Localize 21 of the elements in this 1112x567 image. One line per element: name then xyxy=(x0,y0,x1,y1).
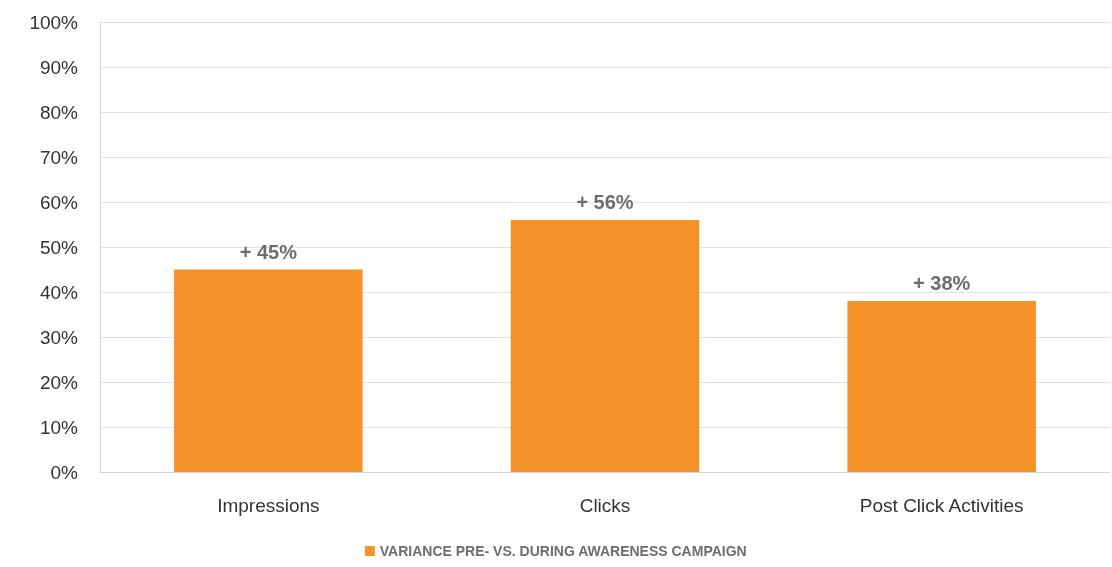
y-tick-label: 30% xyxy=(39,326,79,348)
y-tick-label: 90% xyxy=(39,56,79,78)
x-tick-label: Impressions xyxy=(217,495,320,516)
data-label: + 38% xyxy=(913,272,971,294)
data-label: + 45% xyxy=(239,240,298,263)
x-tick-label: Post Click Activities xyxy=(859,495,1024,516)
y-tick-label: 40% xyxy=(39,281,79,303)
y-tick-label: 70% xyxy=(39,146,79,168)
y-tick-label: 80% xyxy=(39,101,79,123)
data-label: + 56% xyxy=(576,191,634,213)
legend-label: VARIANCE PRE- VS. DURING AWARENESS CAMPAIGN xyxy=(379,543,747,559)
y-tick-label: 10% xyxy=(39,416,79,438)
y-tick-label: 50% xyxy=(39,236,79,258)
y-tick-label: 60% xyxy=(39,191,79,213)
y-tick-label: 20% xyxy=(39,371,79,393)
y-tick-label: 100% xyxy=(29,11,79,33)
bar xyxy=(174,269,363,472)
x-tick-label: Clicks xyxy=(579,495,631,516)
bar xyxy=(510,220,700,472)
bar xyxy=(847,301,1036,472)
y-tick-label: 0% xyxy=(50,461,79,483)
